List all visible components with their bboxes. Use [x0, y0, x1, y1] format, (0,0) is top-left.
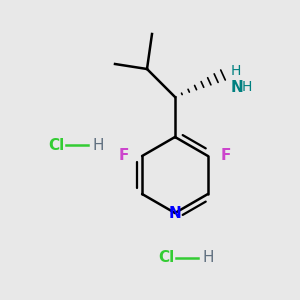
Text: F: F [221, 148, 231, 164]
Text: H: H [203, 250, 214, 266]
Text: H: H [93, 137, 104, 152]
Text: F: F [119, 148, 129, 164]
Text: Cl: Cl [158, 250, 174, 266]
Text: Cl: Cl [48, 137, 64, 152]
Text: H: H [231, 64, 242, 78]
Text: H: H [242, 80, 252, 94]
Text: N: N [169, 206, 182, 220]
Text: N: N [231, 80, 244, 94]
